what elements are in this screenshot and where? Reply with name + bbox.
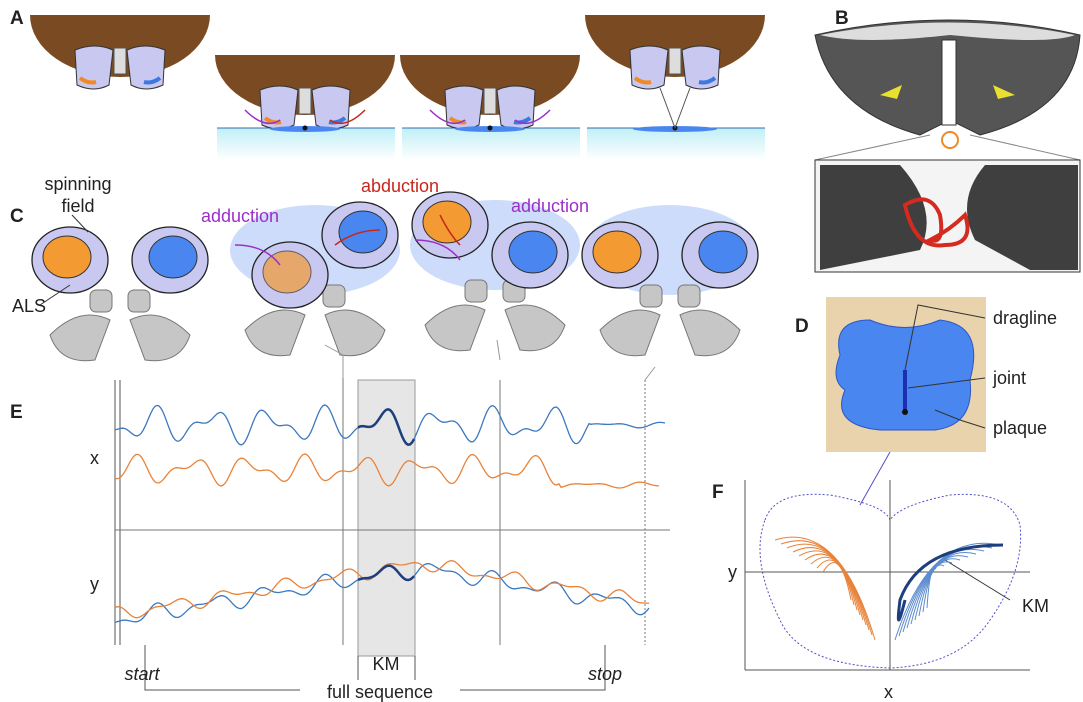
spigot [114,48,126,74]
panel-b [815,20,1080,272]
panel-f [745,452,1030,670]
label: field [61,196,94,216]
panel-letter: C [10,206,24,227]
panel-e [115,340,670,690]
spigot [299,88,311,114]
label: adduction [201,206,279,226]
als-base [50,315,110,361]
panel-c [32,192,758,361]
label: x [884,682,893,702]
label: stop [588,664,622,684]
water [402,128,580,160]
panel-letter: F [712,482,724,503]
pms [640,285,662,307]
label: x [90,448,99,468]
als-base [245,310,305,356]
label: start [124,664,160,684]
anchor [303,126,308,131]
spinning-field [699,231,747,273]
als-base [600,310,660,356]
pms [128,290,150,312]
als-base [425,305,485,351]
dragline [660,88,690,128]
spinning-field [43,236,91,278]
trajectory-km [898,545,1003,620]
label: KM [373,654,400,674]
spinning-field [509,231,557,273]
als-base [680,310,740,356]
spigot [669,48,681,74]
trajectory [793,548,866,625]
label: dragline [993,308,1057,328]
spinning-field [263,251,311,293]
pms [323,285,345,307]
trajectory [823,563,851,600]
pms [465,280,487,302]
label: plaque [993,418,1047,438]
panel-letter: D [795,316,809,337]
pms [90,290,112,312]
panel-a [30,15,765,160]
label: y [90,574,99,594]
label: y [728,562,737,582]
als-base [325,310,385,356]
label: full sequence [327,682,433,702]
label: adduction [511,196,589,216]
als-base [130,315,190,361]
label: spinning [44,174,111,194]
water [587,128,765,160]
spinning-field [593,231,641,273]
panel-d [826,297,986,452]
label: KM [1022,596,1049,616]
figure: A B C D E F spinning field ALS adduction… [0,0,1083,702]
panel-letter: E [10,402,23,423]
anchor [488,126,493,131]
spinning-field [149,236,197,278]
pms [678,285,700,307]
label: abduction [361,176,439,196]
panel-letter: B [835,8,849,29]
panel-letter: A [10,8,24,29]
label: joint [992,368,1026,388]
als-base [505,305,565,351]
water [217,128,395,160]
spinning-field [423,201,471,243]
spigot [484,88,496,114]
label: ALS [12,296,46,316]
